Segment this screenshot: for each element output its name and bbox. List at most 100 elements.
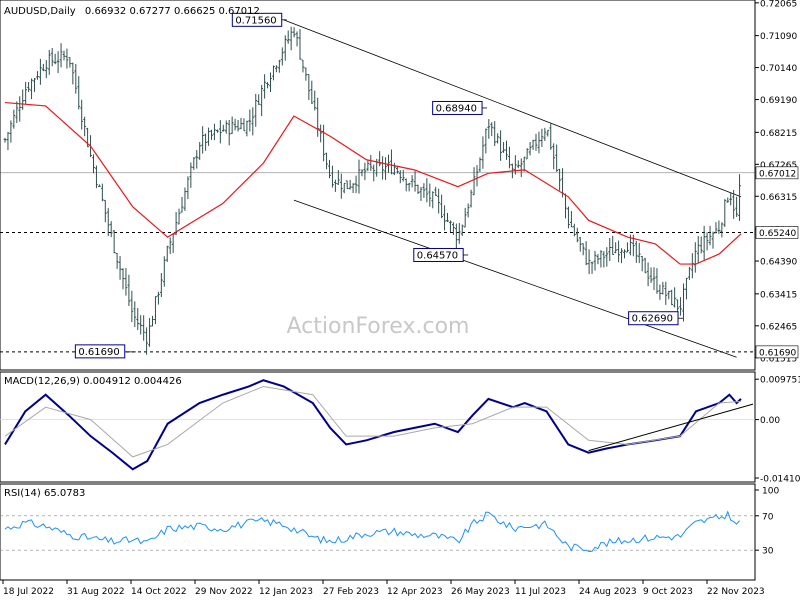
ohlc-bar	[266, 82, 269, 89]
ohlc-bar	[298, 29, 302, 60]
macd-axis-tick-label: -0.014107	[760, 475, 800, 485]
ohlc-bar	[546, 129, 550, 137]
price-axis-tick-label: 0.66315	[760, 193, 797, 203]
ohlc-bar	[53, 53, 57, 65]
rsi-title: RSI(14) 65.0783	[4, 488, 85, 499]
ohlc-bar	[593, 250, 597, 271]
ohlc-bar	[103, 199, 107, 223]
ohlc-bar	[614, 242, 618, 254]
ohlc-bar	[549, 122, 553, 150]
rsi-axis-tick-label: 30	[762, 547, 774, 557]
ohlc-bar	[608, 238, 612, 261]
ohlc-bar	[369, 155, 373, 172]
ohlc-bar	[47, 49, 51, 75]
ohlc-bar	[121, 268, 125, 290]
price-level-marker-label: 0.65240	[759, 229, 796, 239]
ohlc-bar	[395, 165, 399, 174]
ohlc-bar	[735, 196, 738, 217]
ohlc-bar	[183, 187, 187, 211]
ohlc-bar	[363, 162, 367, 181]
ohlc-bar	[487, 119, 491, 139]
ohlc-bar	[705, 232, 709, 251]
ohlc-bar	[283, 35, 287, 61]
ohlc-bar	[95, 165, 98, 189]
ohlc-bar	[732, 189, 736, 219]
ohlc-bar	[696, 236, 700, 263]
ohlc-bar	[272, 65, 275, 81]
ohlc-bar	[292, 27, 296, 38]
time-axis-label: 11 Jul 2023	[515, 587, 566, 597]
ohlc-bar	[522, 156, 526, 172]
rsi-panel: 100 70 30 RSI(14) 65.0783	[0, 483, 779, 581]
ohlc-bar	[242, 118, 246, 132]
ohlc-bar	[92, 154, 95, 174]
price-axis-tick-label: 0.61515	[760, 354, 797, 364]
price-panel-frame	[0, 0, 756, 371]
ohlc-bar	[590, 261, 594, 274]
rsi-series	[0, 510, 755, 553]
ohlc-bar	[508, 146, 511, 169]
macd-signal-line	[4, 385, 742, 458]
time-axis-label: 22 Nov 2023	[707, 587, 765, 597]
ohlc-bar	[33, 78, 36, 92]
ohlc-bar	[398, 170, 402, 184]
ohlc-bar	[98, 184, 101, 188]
time-axis-label: 12 Jan 2023	[259, 587, 313, 597]
ohlc-bar	[145, 327, 148, 355]
rsi-line	[4, 510, 740, 553]
ohlc-bar	[531, 139, 535, 150]
ohlc-bar	[602, 251, 606, 268]
ohlc-bar	[198, 142, 202, 160]
moving-average	[4, 101, 742, 265]
ohlc-bar	[443, 205, 446, 231]
ohlc-bar	[295, 31, 299, 47]
price-annotation: 0.62690	[628, 311, 684, 326]
ohlc-bar	[605, 247, 609, 267]
ohlc-bar	[578, 236, 582, 252]
ohlc-bar	[472, 167, 476, 196]
ohlc-bar	[699, 236, 703, 254]
ohlc-bar	[360, 169, 364, 177]
watermark: ActionForex.com	[287, 314, 470, 339]
moving-average-line	[4, 101, 742, 265]
ohlc-bar	[543, 127, 547, 141]
annotation-box	[74, 344, 126, 359]
symbol-label: AUDUSD,Daily 0.66932 0.67277 0.66625 0.6…	[4, 6, 260, 17]
ohlc-bar	[130, 290, 134, 323]
channel-line	[283, 19, 742, 198]
ohlc-bar	[416, 184, 420, 194]
rsi-axis-tick-label: 70	[762, 512, 774, 522]
ohlc-bar	[717, 220, 721, 234]
ohlc-bar	[41, 63, 45, 72]
ohlc-bar	[431, 191, 435, 209]
ohlc-bar	[189, 162, 193, 188]
ohlc-bar	[658, 284, 662, 300]
ohlc-bar	[493, 121, 497, 147]
macd-axis: 0.009751 0.00 -0.014107	[755, 376, 800, 485]
channel-lines	[283, 19, 742, 358]
ohlc-bar	[729, 192, 733, 206]
price-axis: 0.72065 0.71090 0.70140 0.69190 0.68215 0.672…	[755, 0, 799, 364]
macd-title: MACD(12,26,9) 0.004912 0.004426	[4, 376, 182, 387]
ohlc-bar	[124, 267, 128, 296]
time-axis-label: 29 Nov 2022	[195, 587, 253, 597]
ohlc-bar	[316, 97, 320, 137]
ohlc-bar	[109, 221, 113, 238]
ohlc-bar	[307, 74, 311, 100]
ohlc-bar	[260, 84, 264, 117]
ohlc-bar	[59, 43, 63, 68]
ohlc-bar	[454, 223, 458, 251]
ohlc-bar	[289, 26, 293, 51]
price-axis-tick-label: 0.69190	[760, 96, 797, 106]
time-axis-label: 12 Apr 2023	[387, 587, 443, 597]
ohlc-bar	[505, 140, 508, 160]
ohlc-bar	[201, 126, 205, 154]
ohlc-bar	[463, 207, 467, 228]
ohlc-bar	[413, 170, 417, 192]
time-axis-label: 26 May 2023	[451, 587, 510, 597]
ohlc-bar	[682, 283, 685, 322]
ohlc-bar	[257, 94, 261, 105]
annotation-label: 0.71560	[235, 15, 276, 26]
time-axis-label: 9 Oct 2023	[643, 587, 693, 597]
